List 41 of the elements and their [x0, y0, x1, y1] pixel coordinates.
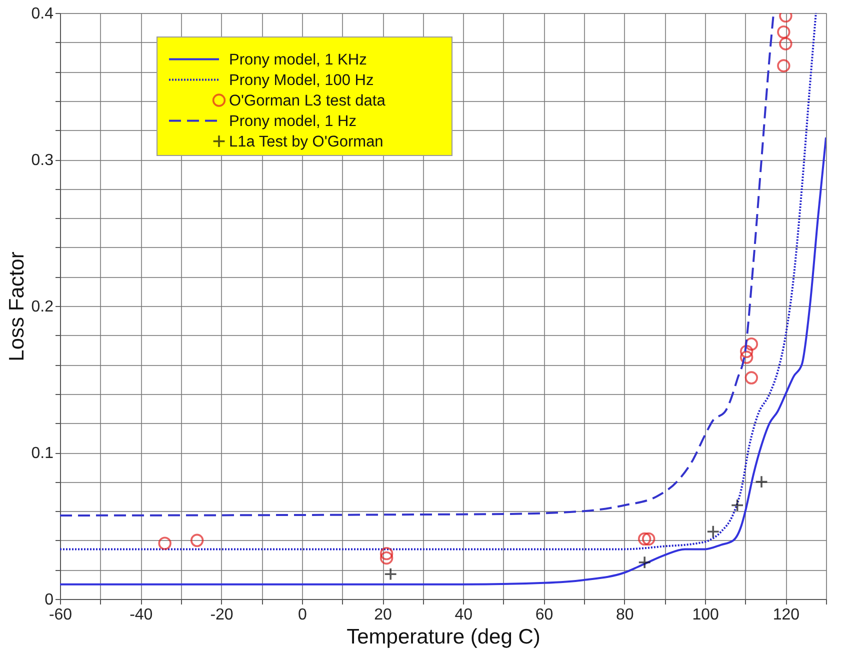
point — [380, 551, 394, 565]
legend-label: L1a Test by O'Gorman — [229, 133, 384, 150]
line-series — [60, 136, 826, 586]
point — [744, 338, 758, 351]
y-tick-label: 0.1 — [31, 445, 54, 462]
x-tick-label: 20 — [374, 606, 392, 624]
point — [777, 59, 790, 72]
point — [740, 344, 754, 358]
legend-label: Prony model, 1 Hz — [229, 112, 356, 130]
y-tick-label: 0.3 — [31, 152, 54, 169]
y-tick-label: 0 — [44, 592, 54, 608]
y-tick-label: 0.2 — [31, 298, 54, 316]
point — [754, 475, 768, 488]
point — [384, 567, 398, 581]
point — [777, 25, 790, 39]
x-tick-label: -40 — [130, 606, 153, 624]
point — [638, 556, 652, 569]
point — [706, 525, 720, 538]
x-tick-label: 100 — [692, 606, 719, 624]
legend-label: O'Gorman L3 test data — [229, 92, 386, 110]
point — [744, 371, 758, 384]
x-tick-label: -60 — [48, 606, 72, 624]
x-axis-title: Temperature (deg C) — [346, 626, 540, 648]
y-tick-label: 0.4 — [31, 6, 54, 22]
x-tick-label: 0 — [298, 606, 307, 624]
point — [190, 534, 204, 547]
legend-label: Prony model, 1 KHz — [229, 51, 367, 68]
point — [740, 350, 754, 364]
x-tick-label: 60 — [535, 606, 554, 624]
x-tick-label: 40 — [454, 606, 473, 624]
point — [730, 498, 744, 512]
x-tick-label: 120 — [772, 606, 800, 624]
point — [642, 532, 656, 546]
legend-label: Prony Model, 100 Hz — [229, 72, 374, 89]
y-axis-title: Loss Factor — [5, 252, 28, 362]
x-tick-label: -20 — [210, 606, 234, 624]
point — [779, 37, 792, 50]
x-tick-label: 80 — [616, 606, 634, 624]
point — [380, 546, 394, 560]
point — [638, 532, 652, 546]
point — [158, 536, 172, 550]
